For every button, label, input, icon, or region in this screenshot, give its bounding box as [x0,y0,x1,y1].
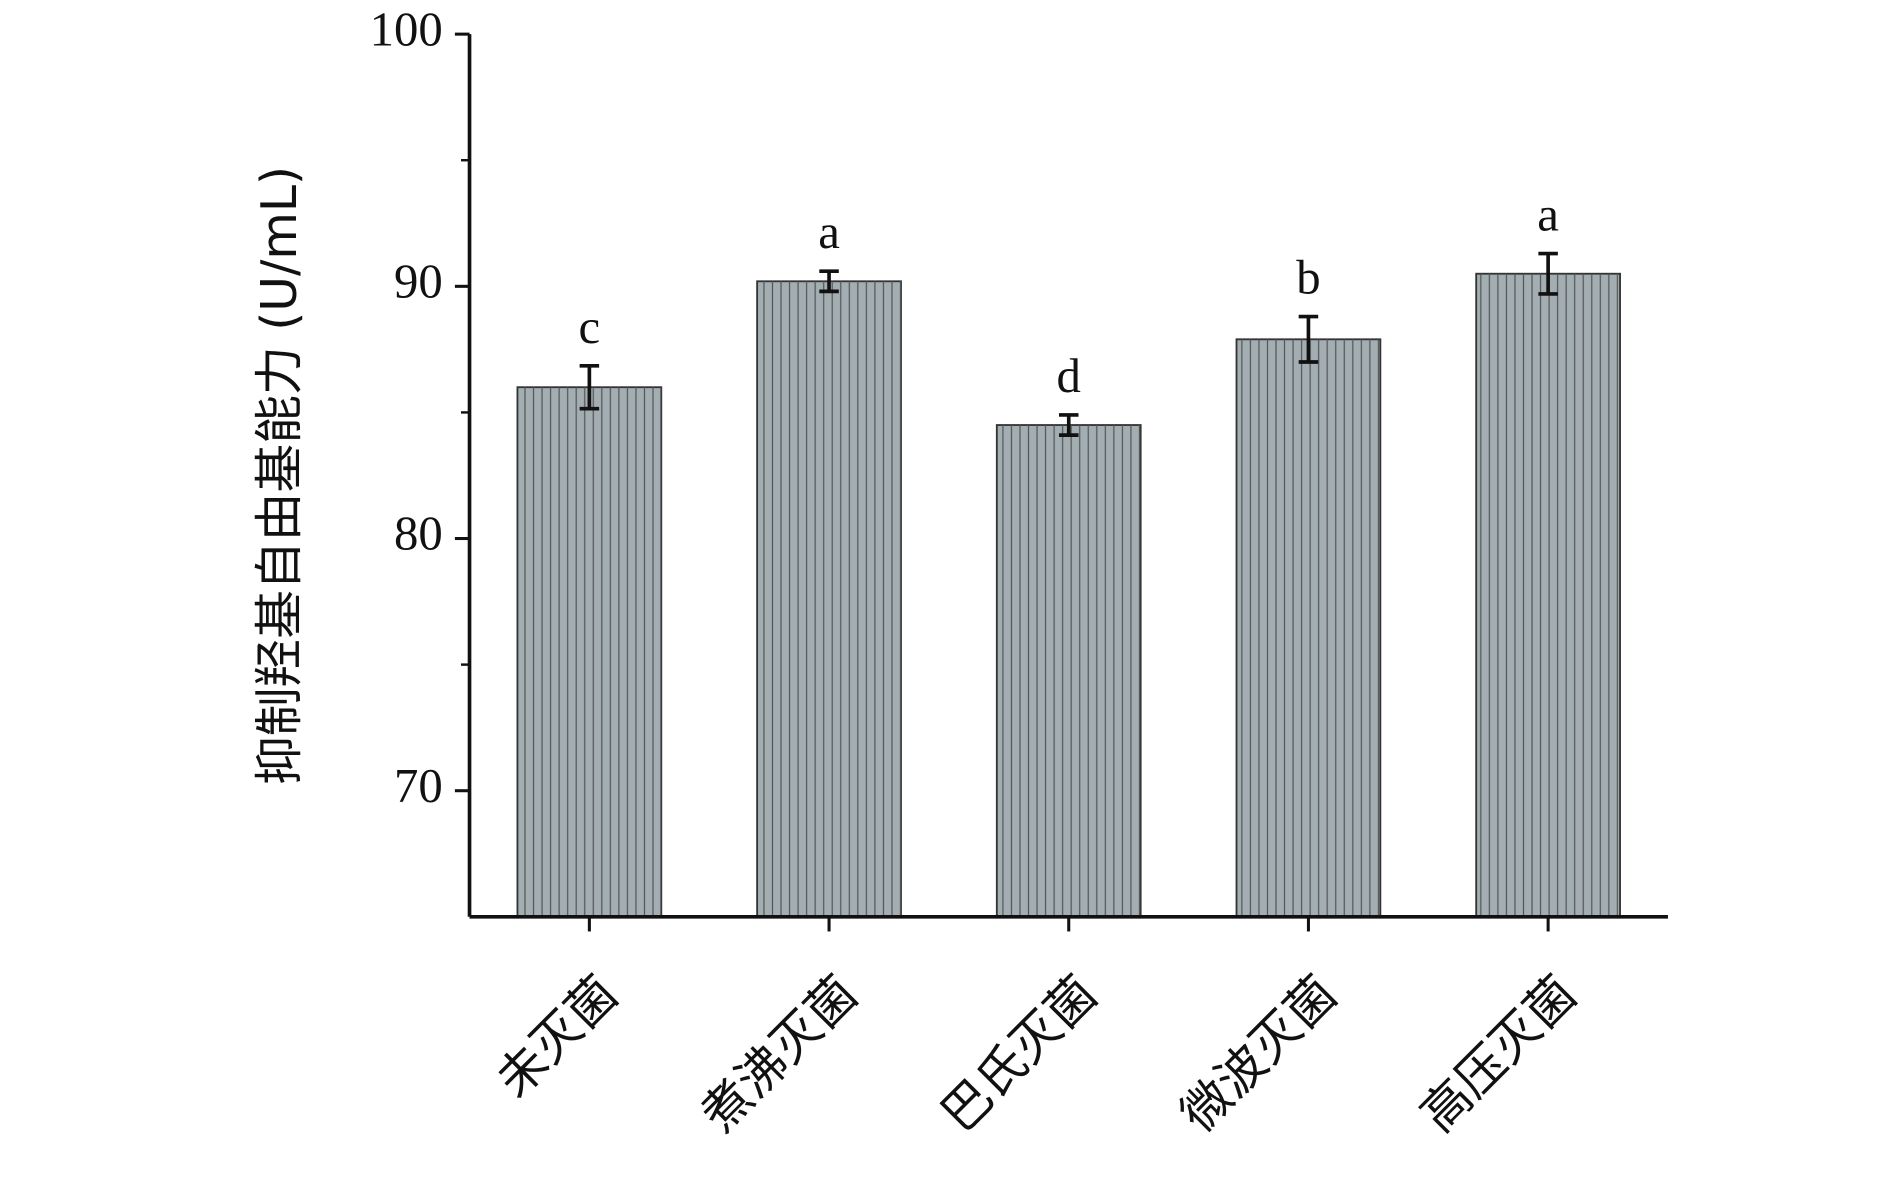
x-tick-label: 巴氏灭菌 [931,966,1108,1143]
bar-hatch [757,281,901,917]
x-tick-label: 微波灭菌 [1171,966,1348,1143]
y-tick-label: 90 [394,255,443,309]
x-tick-label: 煮沸灭菌 [691,966,868,1143]
bar-hatch [1476,273,1621,917]
bar-hatch [996,425,1141,917]
y-tick-label: 100 [370,2,443,56]
bar-hatch [517,387,662,917]
x-tick-label: 未灭菌 [486,966,629,1109]
significance-label: a [1537,188,1559,242]
significance-label: d [1057,349,1081,403]
y-axis-label: 抑制羟基自由基能力 (U/mL) [252,166,308,785]
bar-hatch [1236,339,1381,917]
significance-label: b [1296,251,1320,305]
significance-label: a [818,205,840,259]
y-tick-label: 70 [394,759,443,813]
y-tick-label: 80 [394,507,443,561]
x-tick-label: 高压灭菌 [1410,966,1587,1143]
significance-label: c [579,300,601,354]
